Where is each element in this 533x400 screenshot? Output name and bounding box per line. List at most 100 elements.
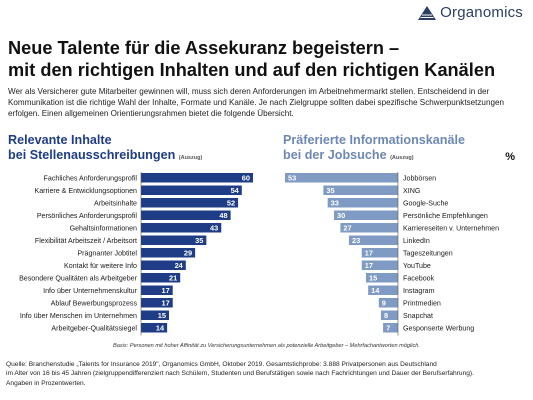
right-value-label: 14 [371,286,380,295]
left-header-line-1: Relevante Inhalte [8,133,112,147]
source-line-1: Quelle: Branchenstudie „Talents for Insu… [6,361,437,368]
left-bar [141,298,173,308]
right-value-label: 17 [365,261,373,270]
right-value-label: 9 [382,299,386,308]
right-bar [366,273,398,283]
right-category-label: Google-Suche [403,200,448,208]
right-bar [383,323,398,333]
left-bar [141,223,222,233]
right-bar [361,260,398,270]
left-bar [141,248,196,258]
left-value-label: 29 [184,249,192,258]
right-category-label: Instagram [403,287,435,295]
left-header-suffix: (Auszug) [178,154,203,161]
right-header-line-2: bei der Jobsuche [283,147,387,162]
left-category-label: Gehaltsinformationen [70,225,137,233]
left-category-label: Info über Unternehmenskultur [43,287,137,295]
left-category-label: Karriere & Entwicklungsoptionen [34,187,137,195]
left-value-label: 60 [242,174,250,183]
right-value-label: 27 [343,224,351,233]
base-note: Basis: Personen mit hoher Affinität zu V… [113,343,420,349]
right-bar [285,173,398,183]
right-value-label: 17 [365,249,373,258]
source-line-2: im Alter von 16 bis 45 Jahren (zielgrupp… [6,370,474,378]
right-value-label: 7 [386,324,390,333]
bar-charts: Fachliches Anforderungsprofil 60 Karriere … [19,172,499,336]
right-category-label: Facebook [403,275,435,283]
triangle-logo-icon [418,5,437,20]
right-header-line-1: Präferierte Informationskanäle [283,133,465,147]
right-header-suffix: (Auszug) [390,154,414,161]
left-value-label: 17 [161,286,169,295]
right-bar [368,285,398,295]
left-category-label: Flexibilität Arbeitszeit / Arbeitsort [35,237,137,245]
left-value-label: 21 [169,274,177,283]
left-value-label: 52 [227,199,235,208]
left-category-label: Info über Menschen im Unternehmen [20,312,137,320]
left-bar [141,210,231,220]
right-value-label: 33 [331,199,339,208]
left-bar [141,260,186,270]
right-bar [361,248,398,258]
left-value-label: 35 [195,236,203,245]
brand-logo: Organomics [418,4,523,21]
right-chart-header: Präferierte Informationskanäle bei der J… [283,133,465,165]
left-value-label: 43 [210,224,218,233]
left-bar [141,185,242,195]
left-category-label: Ablauf Bewerbungsprozess [51,300,138,308]
left-bar [141,235,207,245]
left-category-label: Besondere Qualitäten als Arbeitgeber [19,275,138,283]
left-value-label: 54 [231,186,240,195]
right-category-label: LinkedIn [403,237,430,245]
right-category-label: Persönliche Empfehlungen [403,212,488,220]
left-category-label: Kontakt für weitere Info [64,262,137,270]
left-header-line-2: bei Stellenausschreibungen [8,147,176,162]
left-category-label: Fachliches Anforderungsprofil [44,175,138,183]
left-bar [141,310,169,320]
left-value-label: 17 [161,299,169,308]
right-value-label: 53 [288,174,296,183]
left-category-label: Prägnanter Jobtitel [77,250,137,258]
left-value-label: 48 [219,211,227,220]
left-category-label: Arbeitsinhalte [94,200,137,208]
left-value-label: 15 [158,311,166,320]
right-category-label: Tageszeitungen [403,250,453,258]
title-line-2: mit den richtigen Inhalten und auf den r… [8,60,496,80]
left-bar [141,285,173,295]
right-category-label: Jobbörsen [403,175,436,183]
left-value-label: 24 [175,261,184,270]
intro-text: Wer als Versicherer gute Mitarbeiter gew… [8,87,504,119]
right-bar [327,198,398,208]
page-title: Neue Talente für die Assekuranz begeiste… [8,37,528,81]
right-bar [378,298,398,308]
right-bar [340,223,398,233]
right-category-label: Printmedien [403,300,441,308]
right-category-label: YouTube [403,262,431,270]
left-category-label: Arbeitgeber-Qualitätssiegel [51,325,137,333]
source-line-3: Angaben in Prozentwerten. [6,379,86,387]
right-value-label: 8 [384,311,388,320]
right-value-label: 35 [326,186,334,195]
left-category-label: Persönliches Anforderungsprofil [37,212,138,220]
right-bar [334,210,398,220]
brand-name: Organomics [440,4,523,21]
left-chart-header: Relevante Inhalte bei Stellenausschreibu… [8,133,202,165]
right-value-label: 23 [352,236,360,245]
right-bar [348,235,398,245]
right-value-label: 15 [369,274,377,283]
right-bar [380,310,398,320]
right-category-label: Karriereseiten v. Unternehmen [403,225,499,233]
source-text: Quelle: Branchenstudie „Talents for Insu… [6,360,530,388]
title-line-1: Neue Talente für die Assekuranz begeiste… [8,38,400,58]
left-bar [141,173,253,183]
left-value-label: 14 [156,324,165,333]
percent-label: % [505,151,515,163]
right-category-label: Snapchat [403,312,433,320]
right-bar [323,185,398,195]
right-category-label: XING [403,187,420,195]
left-bar [141,323,168,333]
right-value-label: 30 [337,211,345,220]
left-bar [141,273,181,283]
left-bar [141,198,239,208]
right-category-label: Gesponserte Werbung [403,325,474,333]
